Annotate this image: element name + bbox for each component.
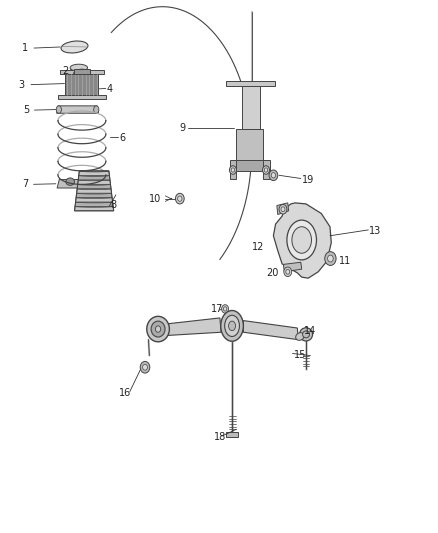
Circle shape [328, 255, 333, 262]
Text: 20: 20 [266, 268, 279, 278]
Circle shape [325, 252, 336, 265]
Polygon shape [57, 106, 99, 114]
Text: 4: 4 [107, 84, 113, 94]
Polygon shape [233, 160, 267, 171]
Circle shape [140, 361, 150, 373]
Polygon shape [75, 202, 113, 206]
Circle shape [230, 166, 237, 174]
Ellipse shape [229, 321, 236, 330]
Ellipse shape [66, 178, 74, 185]
Circle shape [176, 193, 184, 204]
Circle shape [264, 168, 268, 172]
Polygon shape [76, 193, 112, 198]
Ellipse shape [287, 220, 317, 260]
Polygon shape [226, 432, 238, 437]
Polygon shape [242, 86, 260, 128]
Circle shape [284, 267, 292, 277]
Polygon shape [58, 95, 106, 100]
Polygon shape [244, 320, 298, 340]
Circle shape [271, 173, 276, 178]
Text: 1: 1 [22, 43, 28, 53]
Text: 11: 11 [339, 256, 351, 266]
Ellipse shape [303, 331, 310, 338]
Text: 5: 5 [23, 105, 29, 115]
Ellipse shape [292, 227, 311, 253]
Polygon shape [262, 160, 270, 179]
Text: 9: 9 [179, 123, 185, 133]
Circle shape [286, 269, 290, 274]
Polygon shape [65, 74, 99, 95]
Text: 18: 18 [214, 432, 226, 442]
Polygon shape [230, 160, 237, 179]
Ellipse shape [56, 106, 61, 114]
Ellipse shape [225, 316, 240, 336]
Circle shape [231, 168, 235, 172]
Text: 6: 6 [120, 133, 126, 143]
Text: 16: 16 [119, 387, 131, 398]
Polygon shape [74, 206, 114, 211]
Text: 19: 19 [302, 174, 314, 184]
Circle shape [143, 365, 148, 370]
Ellipse shape [155, 326, 161, 332]
Circle shape [281, 207, 285, 212]
Polygon shape [57, 180, 110, 188]
Ellipse shape [300, 328, 313, 341]
Ellipse shape [296, 333, 304, 341]
Text: 3: 3 [19, 79, 25, 90]
Ellipse shape [61, 41, 88, 53]
Circle shape [222, 305, 229, 313]
Text: 13: 13 [369, 226, 381, 236]
Text: 8: 8 [110, 200, 117, 210]
Polygon shape [74, 69, 90, 74]
Circle shape [178, 196, 182, 201]
Circle shape [269, 170, 278, 181]
Polygon shape [283, 262, 302, 272]
Polygon shape [60, 70, 104, 74]
Ellipse shape [147, 317, 170, 342]
Ellipse shape [70, 64, 88, 71]
Polygon shape [226, 81, 275, 86]
Polygon shape [79, 171, 110, 175]
Polygon shape [237, 128, 263, 160]
Polygon shape [78, 175, 110, 180]
Polygon shape [77, 189, 112, 193]
Text: 7: 7 [22, 179, 28, 189]
Text: 12: 12 [252, 242, 264, 252]
Text: 14: 14 [304, 326, 316, 336]
Circle shape [223, 307, 227, 311]
Ellipse shape [94, 106, 99, 114]
Text: 17: 17 [211, 304, 223, 314]
Text: 10: 10 [148, 193, 161, 204]
Polygon shape [277, 203, 289, 215]
Polygon shape [78, 180, 110, 184]
Polygon shape [76, 198, 113, 202]
Ellipse shape [221, 311, 244, 341]
Text: 2: 2 [62, 67, 69, 76]
Ellipse shape [91, 181, 98, 187]
Ellipse shape [151, 321, 165, 337]
Polygon shape [168, 318, 221, 335]
Polygon shape [273, 203, 331, 278]
Circle shape [279, 205, 287, 214]
Polygon shape [77, 184, 111, 189]
Circle shape [262, 166, 269, 174]
Text: 15: 15 [294, 350, 306, 360]
